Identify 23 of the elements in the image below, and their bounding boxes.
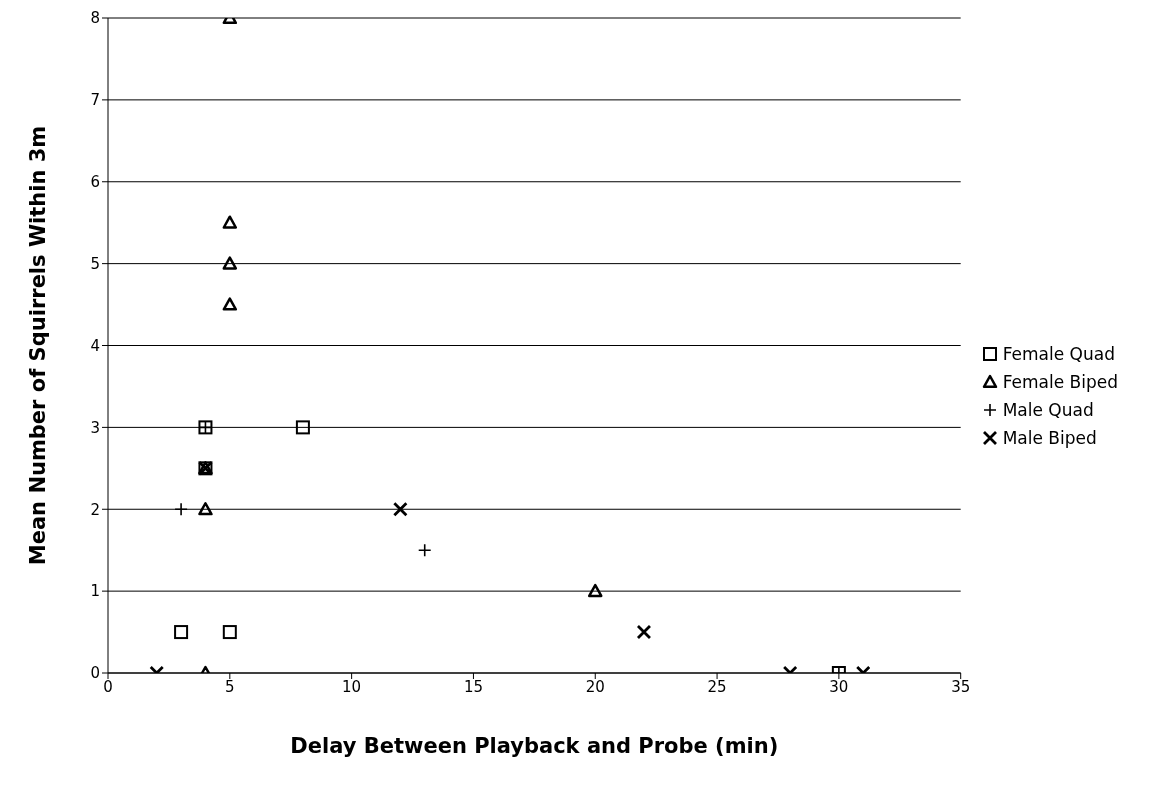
x-tick-label: 20 <box>585 677 605 696</box>
x-axis-title: Delay Between Playback and Probe (min) <box>290 734 779 758</box>
x-tick-label: 0 <box>103 677 113 696</box>
legend-label: Male Quad <box>1002 398 1094 422</box>
y-tick-label: 7 <box>90 91 100 110</box>
y-tick-label: 2 <box>90 500 100 519</box>
y-tick-label: 5 <box>90 254 100 273</box>
x-tick-label: 30 <box>829 677 849 696</box>
y-tick-label: 6 <box>90 173 100 192</box>
x-tick-label: 10 <box>342 677 362 696</box>
legend-label: Female Biped <box>1002 370 1118 394</box>
x-tick-label: 15 <box>463 677 483 696</box>
x-tick-label: 35 <box>951 677 971 696</box>
y-tick-label: 4 <box>90 336 100 355</box>
y-tick-label: 8 <box>90 9 100 28</box>
y-tick-label: 3 <box>90 418 100 437</box>
y-axis-title: Mean Number of Squirrels Within 3m <box>26 125 51 566</box>
legend-label: Male Biped <box>1002 426 1097 450</box>
y-tick-label: 0 <box>90 664 100 683</box>
x-tick-label: 25 <box>707 677 727 696</box>
y-tick-label: 1 <box>90 582 100 601</box>
x-tick-label: 5 <box>225 677 235 696</box>
legend-label: Female Quad <box>1002 342 1115 366</box>
